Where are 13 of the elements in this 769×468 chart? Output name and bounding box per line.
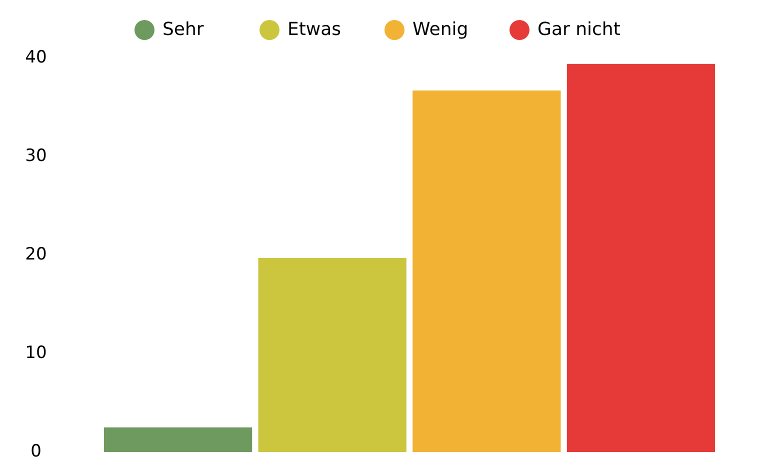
bar bbox=[104, 427, 252, 452]
legend-label: Wenig bbox=[412, 18, 468, 40]
legend-label: Etwas bbox=[288, 18, 342, 40]
y-tick-label: 10 bbox=[25, 343, 47, 364]
legend-label: Gar nicht bbox=[538, 18, 620, 40]
bar bbox=[258, 258, 406, 452]
y-tick-label: 0 bbox=[30, 442, 42, 462]
y-tick-label: 30 bbox=[25, 146, 47, 166]
bar bbox=[412, 90, 561, 452]
y-tick-label: 40 bbox=[25, 48, 47, 68]
y-tick-label: 20 bbox=[25, 244, 47, 265]
bar bbox=[566, 64, 716, 452]
legend-label: Sehr bbox=[162, 18, 204, 40]
